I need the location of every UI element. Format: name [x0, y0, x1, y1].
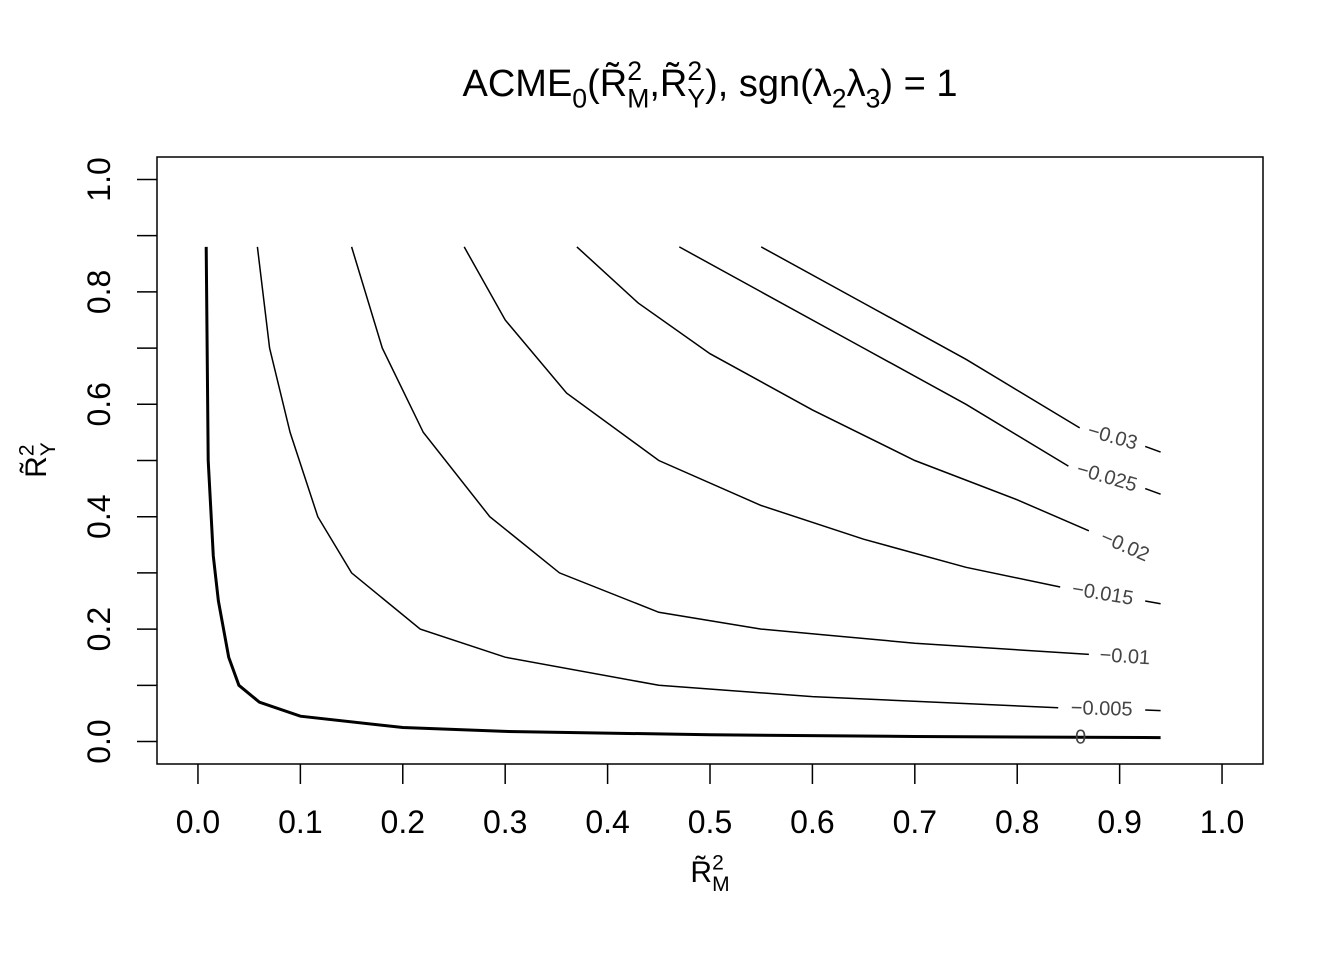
y-tick-label: 1.0 — [81, 157, 117, 201]
y-tick-label: 0.8 — [81, 270, 117, 314]
x-tick-label: 0.0 — [176, 804, 220, 840]
label-part: 2 — [832, 83, 847, 113]
x-tick-label: 0.2 — [381, 804, 425, 840]
contour-label: −0.025 — [1074, 458, 1139, 496]
contour-label: −0.03 — [1085, 420, 1140, 455]
x-tick-label: 0.5 — [688, 804, 732, 840]
contour-line — [576, 246, 1090, 532]
contour-line — [760, 246, 1161, 453]
y-tick-label: 0.4 — [81, 494, 117, 538]
x-tick-label: 0.8 — [995, 804, 1039, 840]
label-part: ), sgn(λ — [705, 63, 832, 105]
label-part: Y — [37, 442, 60, 456]
x-tick-label: 0.7 — [893, 804, 937, 840]
y-tick-label: 0.6 — [81, 382, 117, 426]
plot-frame — [156, 156, 1264, 765]
math-label: R̃2 M — [690, 851, 729, 896]
x-tick-label: 0.9 — [1097, 804, 1141, 840]
label-part: ) = 1 — [880, 63, 957, 105]
label-part: ,R̃ — [649, 62, 687, 105]
label-part: (R̃ — [587, 62, 627, 105]
label-part: Y — [687, 83, 705, 113]
label-part: M — [627, 83, 649, 113]
contour-line — [463, 246, 1161, 605]
math-label: R̃2Y — [15, 442, 60, 478]
x-tick-label: 0.3 — [483, 804, 527, 840]
contour-line — [256, 246, 1161, 712]
label-part: 2 — [687, 56, 702, 86]
contour-label: −0.01 — [1099, 644, 1151, 669]
label-part: 0 — [572, 83, 587, 113]
label-part: 2 — [15, 444, 38, 456]
contour-line — [204, 246, 1161, 740]
x-tick-label: 0.4 — [585, 804, 629, 840]
y-tick-label: 0.2 — [81, 607, 117, 651]
x-tick-label: 1.0 — [1200, 804, 1244, 840]
label-part: R̃ — [690, 856, 712, 889]
label-part: 2 — [627, 56, 642, 86]
x-tick-label: 0.6 — [790, 804, 834, 840]
y-tick-label: 0.0 — [81, 719, 117, 763]
contour-line — [678, 246, 1161, 495]
label-part: M — [712, 873, 730, 896]
contour-label: −0.005 — [1071, 697, 1133, 721]
x-tick-label: 0.1 — [278, 804, 322, 840]
label-part: ACME — [463, 63, 573, 105]
contour-label: 0 — [1075, 727, 1086, 749]
contour-label: −0.02 — [1097, 526, 1152, 566]
label-part: 2 — [712, 851, 724, 874]
label-part: 3 — [866, 83, 881, 113]
label-part: λ — [847, 63, 866, 105]
math-label: ACME0(R̃2 M,R̃2 Y), sgn(λ2λ3) = 1 — [463, 56, 958, 113]
label-part: R̃ — [20, 456, 53, 478]
contour-label: −0.015 — [1070, 578, 1134, 610]
contour-line — [350, 246, 1089, 656]
